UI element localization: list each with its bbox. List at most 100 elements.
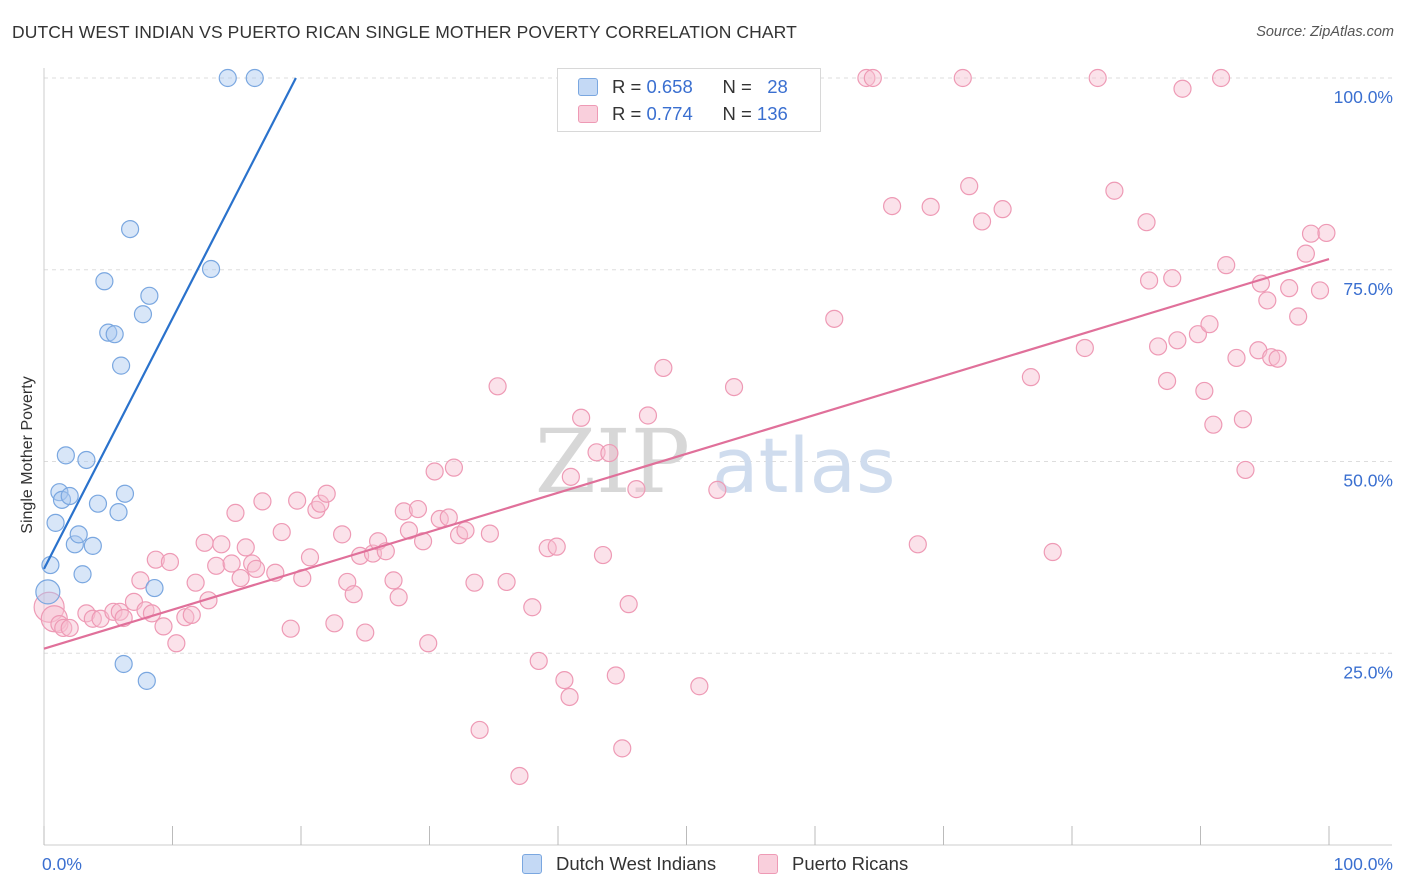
- data-point: [529, 651, 548, 671]
- data-point: [857, 68, 876, 88]
- legend-item-dutch-west-indians: Dutch West Indians: [522, 851, 716, 877]
- trend-line: [43, 77, 297, 570]
- data-point: [1301, 224, 1321, 243]
- legend-label: Puerto Ricans: [792, 853, 909, 874]
- data-point: [497, 572, 516, 592]
- data-point: [212, 535, 231, 554]
- data-point: [561, 467, 580, 486]
- data-point: [1168, 331, 1187, 350]
- data-point: [35, 579, 61, 605]
- data-point: [921, 197, 940, 216]
- data-point: [317, 484, 336, 503]
- data-point: [1043, 542, 1062, 562]
- data-point: [708, 480, 727, 499]
- data-point: [160, 552, 180, 572]
- data-point: [638, 406, 658, 425]
- x-tick-labels: 0.0% 100.0%: [42, 854, 1393, 874]
- x-tick-label: 0.0%: [42, 854, 82, 874]
- data-point: [69, 525, 88, 544]
- data-point: [470, 720, 489, 740]
- data-point: [389, 588, 408, 607]
- data-point: [444, 458, 464, 477]
- data-point: [1289, 307, 1308, 326]
- data-point: [281, 619, 300, 638]
- data-point: [488, 377, 507, 396]
- legend-swatch-blue: [578, 78, 598, 96]
- data-point: [115, 484, 135, 503]
- stats-legend-row-dutch: R = 0.658 N = 28: [578, 75, 788, 99]
- data-point: [1280, 279, 1299, 298]
- data-point: [95, 272, 114, 291]
- data-point: [154, 617, 173, 636]
- legend-swatch-blue: [522, 854, 542, 874]
- n-label: N =: [722, 103, 752, 124]
- stats-legend: R = 0.658 N = 28 R = 0.774 N = 136: [557, 68, 821, 132]
- data-point: [105, 325, 124, 344]
- data-point: [1262, 348, 1281, 367]
- data-point: [1211, 68, 1231, 88]
- data-point: [408, 499, 428, 519]
- data-point: [133, 305, 153, 324]
- series-puerto-ricans: [33, 68, 1336, 786]
- data-point: [246, 559, 266, 578]
- n-value: 28: [767, 76, 788, 97]
- data-point: [109, 503, 128, 522]
- data-point: [1188, 325, 1208, 344]
- data-point: [1088, 68, 1107, 88]
- data-point: [993, 200, 1012, 219]
- data-point: [1227, 348, 1246, 368]
- r-label: R =: [612, 76, 642, 97]
- data-point: [104, 602, 123, 621]
- data-point: [137, 671, 156, 690]
- data-point: [593, 545, 613, 565]
- data-point: [300, 548, 320, 567]
- stats-legend-row-puerto: R = 0.774 N = 136: [578, 102, 788, 126]
- r-value: 0.658: [646, 76, 693, 97]
- data-point: [146, 550, 165, 569]
- data-point: [882, 196, 902, 216]
- data-point: [83, 609, 102, 628]
- data-point: [73, 565, 92, 584]
- data-point: [245, 68, 264, 88]
- data-point: [587, 443, 606, 462]
- data-point: [1236, 460, 1255, 480]
- data-point: [863, 68, 882, 88]
- data-point: [140, 286, 159, 305]
- chart-title: DUTCH WEST INDIAN VS PUERTO RICAN SINGLE…: [12, 22, 797, 42]
- n-label: N =: [722, 76, 752, 97]
- data-point: [218, 68, 237, 88]
- r-label: R =: [612, 103, 642, 124]
- data-point: [1157, 371, 1177, 391]
- data-point: [54, 618, 73, 638]
- data-point: [972, 212, 992, 231]
- data-point: [523, 598, 542, 617]
- data-point: [1021, 368, 1040, 387]
- data-point: [272, 522, 291, 542]
- data-point: [1200, 315, 1219, 334]
- y-tick-labels: 25.0% 50.0% 75.0% 100.0%: [1334, 87, 1393, 682]
- data-point: [1075, 338, 1094, 358]
- data-point: [449, 526, 469, 545]
- data-point: [1173, 79, 1192, 98]
- data-point: [619, 595, 638, 614]
- data-point: [425, 462, 444, 481]
- data-point: [825, 309, 844, 328]
- data-point: [908, 535, 927, 554]
- data-point: [654, 358, 673, 378]
- data-point: [480, 524, 499, 543]
- gridlines: [44, 77, 1392, 654]
- data-point: [325, 614, 344, 633]
- data-point: [572, 408, 591, 427]
- data-point: [1296, 244, 1315, 263]
- y-tick-label: 25.0%: [1343, 662, 1393, 682]
- data-point: [60, 486, 79, 506]
- data-point: [1163, 269, 1182, 288]
- data-point: [510, 766, 529, 786]
- data-point: [600, 443, 619, 463]
- data-point: [201, 259, 221, 279]
- data-point: [384, 571, 403, 590]
- data-point: [560, 687, 579, 707]
- data-point: [226, 503, 245, 522]
- data-point: [1233, 410, 1253, 429]
